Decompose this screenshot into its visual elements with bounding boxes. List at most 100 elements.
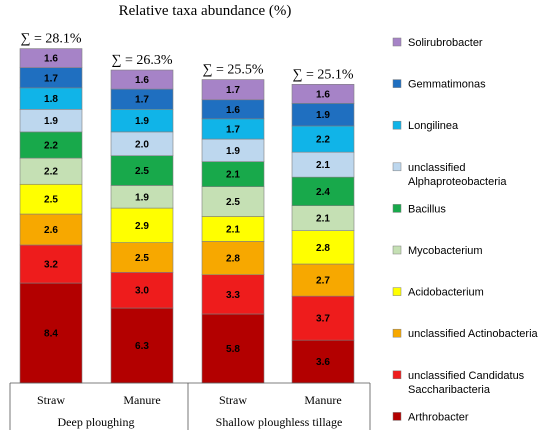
data-label: 2.8 (226, 254, 240, 265)
data-label: 1.6 (226, 105, 240, 116)
data-label: 1.7 (135, 95, 149, 106)
bars-layer: 8.4 3.2 2.6 2.5 2.2 2.2 1.9 1.8 1.7 1.6 6.3 3.0 2.5 2… (19, 48, 355, 384)
data-label: 2.2 (44, 141, 58, 152)
tick-label: Manure (304, 393, 341, 407)
totals-layer: ∑ = 28.1% ∑ = 26.3% ∑ = 25.5% ∑ = 25.1% (20, 32, 353, 83)
data-label: 8.4 (44, 329, 58, 340)
bar-segment (291, 230, 355, 265)
bar-segment (201, 186, 265, 217)
legend-swatch (392, 328, 402, 338)
bar-segment (201, 79, 265, 101)
bar-segment (110, 69, 174, 90)
bar-segment (291, 295, 355, 341)
data-label: 5.8 (226, 344, 240, 355)
legend-label: unclassified Candidatus Saccharibacteria (408, 370, 525, 396)
bar-segment (19, 183, 83, 215)
bar-segment (291, 84, 355, 104)
bar-total-label: ∑ = 25.5% (202, 63, 263, 78)
data-label: 1.6 (135, 75, 149, 86)
legend: Solirubrobacter Gemmatimonas Longilinea unc… (392, 37, 539, 423)
bar-segment (110, 272, 174, 309)
bar-total-label: ∑ = 26.3% (111, 53, 172, 68)
data-label: 1.9 (226, 146, 240, 157)
data-label: 2.5 (226, 197, 240, 208)
data-label: 6.3 (135, 341, 149, 352)
legend-label: Bacillus (408, 203, 446, 215)
legend-swatch (392, 370, 402, 380)
tick-label: Straw (37, 393, 65, 407)
legend-label: Longilinea (408, 120, 459, 132)
data-label: 2.1 (226, 170, 240, 181)
bar-segment (110, 155, 174, 186)
legend-label: Arthrobacter (408, 411, 469, 423)
bar-segment (110, 307, 174, 384)
chart-title: Relative taxa abundance (%) (119, 3, 292, 19)
data-label: 2.2 (44, 167, 58, 178)
legend-swatch (392, 412, 402, 421)
data-label: 3.6 (316, 357, 330, 368)
data-label: 2.0 (135, 139, 149, 150)
data-label: 2.5 (135, 253, 149, 264)
bar-segment (19, 131, 83, 159)
group-label: Deep ploughing (58, 415, 135, 429)
data-label: 3.7 (316, 314, 330, 325)
data-label: 3.3 (226, 290, 240, 301)
bar-segment (201, 241, 265, 276)
data-label: 2.5 (135, 166, 149, 177)
bar-segment (19, 282, 83, 384)
bar-segment (201, 274, 265, 315)
legend-swatch (392, 245, 402, 255)
data-label: 1.9 (135, 116, 149, 127)
data-label: 1.9 (135, 192, 149, 203)
legend-swatch (392, 162, 402, 172)
data-label: 2.2 (316, 135, 330, 146)
bar-segment (19, 244, 83, 284)
data-label: 2.9 (135, 221, 149, 232)
data-label: 1.7 (226, 85, 240, 96)
bar-segment (291, 339, 355, 384)
data-label: 1.7 (226, 124, 240, 135)
tick-label: Straw (219, 393, 247, 407)
data-label: 1.9 (44, 116, 58, 127)
legend-label: Gemmatimonas (408, 79, 486, 91)
data-label: 2.4 (316, 187, 330, 198)
legend-swatch (392, 37, 402, 47)
bar-total-label: ∑ = 28.1% (20, 32, 81, 47)
bar-total-label: ∑ = 25.1% (292, 67, 353, 82)
legend-label: Mycobacterium (408, 245, 483, 257)
group-label: Shallow ploughless tillage (216, 415, 343, 429)
data-label: 1.6 (316, 89, 330, 100)
data-label: 3.2 (44, 260, 58, 271)
bar-segment (291, 263, 355, 297)
legend-label: Acidobacterium (408, 287, 484, 299)
data-label: 2.8 (316, 243, 330, 254)
legend-swatch (392, 287, 402, 296)
bar-segment (110, 207, 174, 243)
data-label: 1.7 (44, 73, 58, 84)
tick-label: Manure (123, 393, 160, 407)
legend-swatch (392, 120, 402, 130)
legend-label: unclassified Actinobacteria (408, 328, 539, 340)
data-label: 1.8 (44, 94, 58, 105)
data-label: 1.9 (316, 110, 330, 121)
legend-label: unclassified Alphaproteobacteria (408, 162, 507, 188)
bar-segment (291, 176, 355, 206)
bar-segment (291, 125, 355, 153)
data-label: 2.1 (226, 224, 240, 235)
data-label: 1.6 (44, 54, 58, 65)
category-axis: Straw Manure Straw Manure Deep ploughing Shal… (9, 382, 371, 430)
data-label: 2.7 (316, 276, 330, 287)
legend-swatch (392, 204, 402, 213)
data-label: 2.5 (44, 195, 58, 206)
legend-swatch (392, 79, 402, 88)
data-label: 2.1 (316, 160, 330, 171)
bar-segment (201, 161, 265, 187)
bar-segment (19, 157, 83, 185)
legend-label: Solirubrobacter (408, 37, 483, 49)
data-label: 3.0 (135, 286, 149, 297)
bar-segment (201, 313, 265, 384)
bar-segment (201, 216, 265, 242)
bar-segment (19, 48, 83, 68)
data-label: 2.1 (316, 214, 330, 225)
